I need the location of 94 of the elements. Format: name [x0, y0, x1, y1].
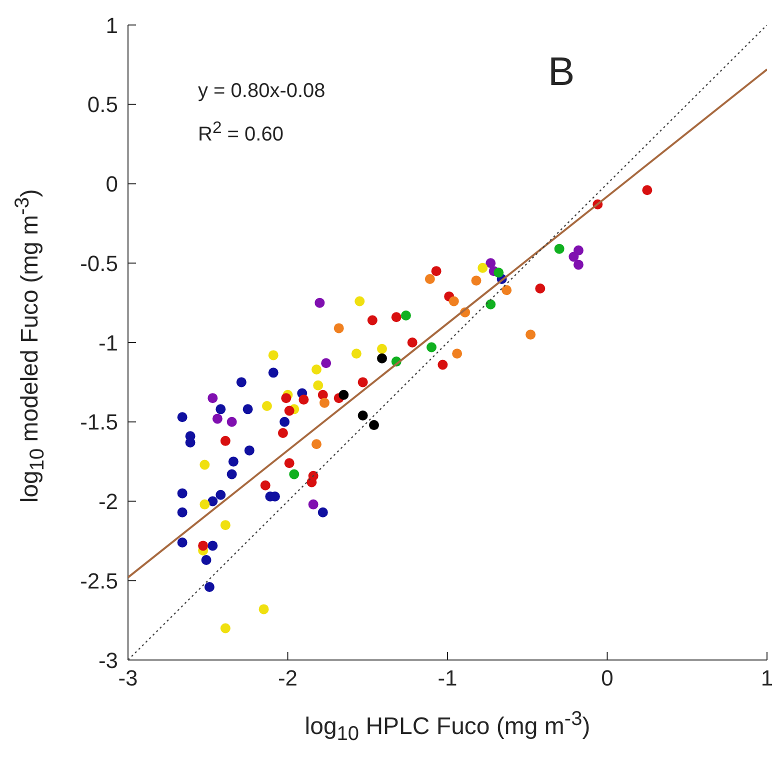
point [177, 507, 188, 518]
y-tick-label: -0.5 [80, 250, 118, 276]
point [212, 414, 222, 424]
point [268, 368, 278, 378]
point [185, 438, 196, 448]
point [642, 185, 652, 196]
point [358, 410, 368, 421]
y-tick-label: -2.5 [80, 568, 118, 594]
point [284, 458, 294, 468]
point [226, 469, 237, 480]
x-tick-label: 1 [760, 666, 774, 691]
point [486, 299, 496, 310]
annotation: B [548, 50, 575, 95]
point [258, 604, 269, 614]
point [318, 507, 328, 518]
annotation: y = 0.80x-0.08 [198, 80, 326, 103]
annotation: R$^{2}$ = 0.60 [198, 118, 284, 147]
point [319, 398, 330, 408]
point [351, 348, 362, 359]
point [280, 416, 290, 427]
point [220, 520, 230, 530]
point [452, 348, 462, 359]
x-tick-label: -1 [438, 666, 458, 691]
point [426, 342, 437, 352]
point [573, 260, 584, 270]
point [568, 252, 579, 262]
point [201, 554, 212, 565]
point [262, 401, 272, 411]
point [502, 285, 512, 296]
point [438, 360, 448, 370]
point [407, 338, 418, 348]
point [216, 490, 226, 500]
point [268, 350, 278, 360]
point [334, 323, 344, 334]
point [478, 262, 488, 273]
point [177, 538, 188, 548]
point [278, 428, 288, 438]
point [391, 312, 402, 322]
point [312, 439, 322, 450]
y-tick-label: -1 [98, 330, 118, 356]
point [308, 499, 318, 510]
point [289, 469, 300, 480]
point [228, 456, 238, 467]
point [200, 460, 210, 470]
point [367, 315, 378, 326]
point [431, 266, 442, 276]
point [208, 393, 218, 404]
point [377, 344, 388, 354]
point [354, 296, 365, 306]
point [236, 377, 246, 388]
point [312, 364, 322, 374]
point [554, 244, 564, 254]
y-tick-label: 1 [106, 12, 118, 38]
point [177, 412, 188, 422]
point [358, 377, 368, 388]
point [313, 380, 324, 390]
y-tick-label: -2 [98, 489, 118, 514]
point [321, 358, 332, 368]
point [535, 284, 546, 294]
point [526, 330, 536, 340]
point [260, 480, 270, 490]
point [494, 268, 504, 278]
x-axis-title: log$_{10}$ HPLC Fuco (mg m$^{-3}$) [304, 708, 592, 746]
point [204, 582, 214, 592]
point [298, 394, 309, 405]
point [306, 477, 317, 488]
point [338, 390, 349, 400]
point [216, 404, 226, 414]
y-tick-label: 0.5 [87, 92, 118, 118]
point [377, 353, 388, 364]
x-tick-label: -2 [278, 666, 298, 691]
point [400, 310, 411, 321]
point [198, 540, 208, 551]
point [314, 298, 325, 308]
point [284, 406, 294, 416]
point [226, 416, 237, 427]
point [369, 420, 380, 430]
point [208, 540, 218, 551]
y-tick-label: 0 [106, 172, 118, 197]
y-tick-label: -1.5 [80, 410, 118, 435]
point [220, 436, 230, 446]
point [281, 393, 292, 404]
point [471, 276, 482, 286]
point [177, 488, 188, 498]
point [244, 445, 254, 456]
point [448, 296, 459, 306]
point [486, 258, 496, 268]
point [208, 496, 218, 506]
x-tick-label: 0 [601, 666, 614, 691]
y-tick-label: -3 [98, 648, 118, 673]
point [220, 623, 230, 634]
point [424, 274, 435, 284]
point [242, 404, 253, 414]
point [200, 499, 210, 510]
